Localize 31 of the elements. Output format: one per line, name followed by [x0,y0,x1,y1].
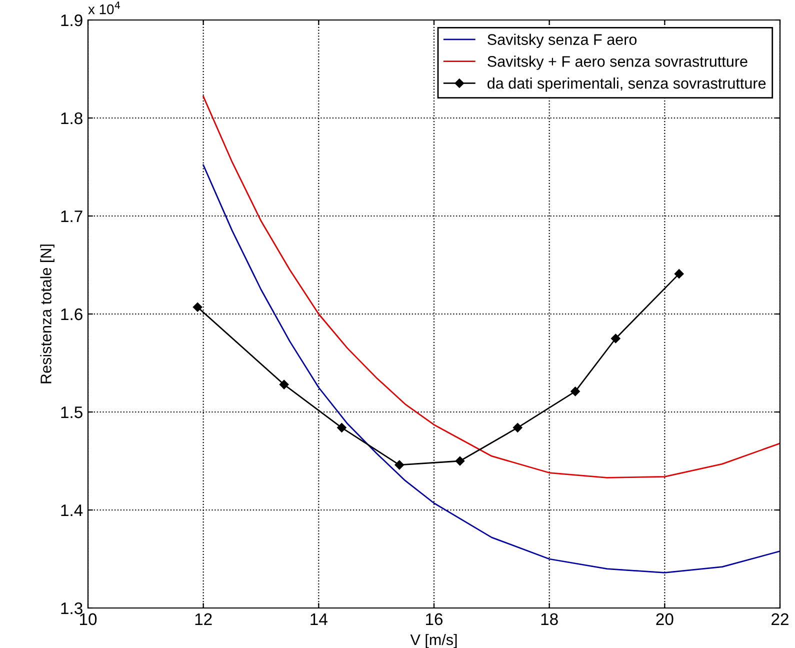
y-tick-label: 1.6 [61,308,82,320]
x-tick-label: 12 [195,613,212,625]
point [611,334,620,344]
x-tick-label: 10 [80,613,97,626]
y-tick-label: 1.8 [61,112,82,124]
line-series [202,164,780,574]
x-tick-label: 20 [656,613,674,626]
text: x 10$^{4}$ [88,2,120,14]
y-tick-label: 1.5 [61,406,82,418]
y-tick-label: 1.4 [61,504,83,516]
x-tick-label: 22 [772,613,788,625]
point [192,302,202,312]
x-axis-title: V [m/s] [410,634,457,648]
legend-label: da dati sperimentali, senza sovrastrutture [488,78,766,92]
point [674,269,684,278]
x-tick-label: 18 [541,613,558,626]
point [279,380,289,390]
point [512,423,522,432]
legend-label: Savitsky senza F aero [488,34,637,48]
point [394,460,404,470]
legend-label: Savitsky + F aero senza sovrastrutture [488,56,748,70]
point [455,456,465,466]
y-tick-label: 1.3 [61,602,82,614]
point [337,423,346,432]
y-tick-label: 1.7 [61,210,82,222]
y-axis-title: Resistenza totale [N] [40,244,54,384]
x-tick-label: 14 [310,613,328,625]
x-tick-label: 16 [426,613,443,626]
line-series [202,96,780,478]
y-tick-label: 1.9 [61,14,82,26]
point [570,386,580,396]
